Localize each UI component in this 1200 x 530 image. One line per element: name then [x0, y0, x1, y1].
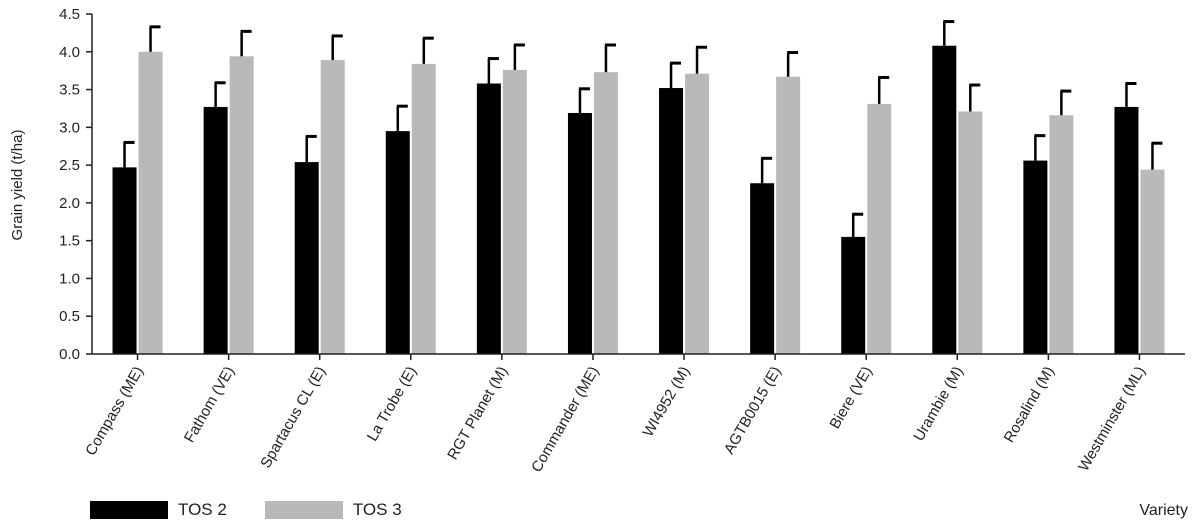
x-tick-label: RGT Planet (M): [444, 364, 511, 463]
x-tick-label: WI4952 (M): [640, 364, 694, 440]
category-group: [1023, 89, 1074, 354]
bar: [320, 60, 345, 354]
legend-label-tos3: TOS 3: [352, 500, 402, 519]
y-tick-label: 3.0: [59, 119, 80, 136]
x-tick-label: Biere (VE): [826, 363, 875, 431]
bar: [502, 69, 527, 355]
x-tick-label: Westminster (ML): [1075, 364, 1149, 475]
legend: TOS 2 TOS 3: [90, 500, 440, 520]
y-tick-label: 2.5: [59, 157, 80, 174]
y-axis: 0.0 0.5 1.0 1.5 2.0 2.5 3.0 3.5 4.0 4.5: [59, 6, 93, 363]
y-tick-label: 1.0: [59, 270, 80, 287]
x-tick-label: AGTB0015 (E): [721, 363, 785, 457]
bar: [1049, 115, 1074, 354]
legend-item-tos3: TOS 3: [264, 500, 402, 520]
category-group: [932, 20, 983, 354]
x-tick-label: Fathom (VE): [181, 364, 238, 446]
bar: [294, 162, 319, 354]
bar: [1023, 160, 1048, 354]
x-tick-label: Commander (ME): [528, 363, 602, 475]
y-tick-label: 0.0: [59, 346, 80, 363]
x-axis: Compass (ME) Fathom (VE) Spartacus CL (E) L…: [82, 353, 1185, 475]
legend-swatch-tos2: [90, 501, 168, 519]
bar: [659, 88, 684, 355]
bar: [593, 72, 618, 354]
bar: [1114, 106, 1139, 354]
y-tick-label: 4.0: [59, 44, 80, 61]
bar: [1140, 169, 1165, 354]
bar: [932, 45, 957, 354]
x-tick-label: Rosalind (M): [1001, 364, 1058, 446]
x-axis-label: Variety: [1139, 502, 1188, 519]
bar: [411, 63, 436, 354]
bar: [229, 56, 254, 355]
x-tick-label: La Trobe (E): [364, 363, 420, 444]
legend-label-tos2: TOS 2: [178, 500, 227, 519]
legend-swatch-tos3: [264, 501, 343, 519]
x-tick-label: Compass (ME): [82, 363, 147, 458]
bar: [685, 73, 710, 354]
y-tick-label: 4.5: [59, 6, 80, 23]
bar: [385, 131, 410, 354]
legend-item-tos2: TOS 2: [90, 500, 227, 520]
bar: [867, 103, 892, 355]
x-tick-label: Urambie (M): [910, 364, 966, 445]
category-group: [750, 51, 801, 354]
category-group: [203, 29, 254, 355]
category-group: [112, 25, 163, 355]
category-group: [841, 75, 892, 355]
category-group: [659, 45, 710, 355]
bar: [476, 83, 501, 354]
category-group: [1114, 82, 1165, 354]
bar: [841, 236, 866, 354]
x-tick-label: Spartacus CL (E): [257, 364, 329, 472]
bar-chart-plot: 0.0 0.5 1.0 1.5 2.0 2.5 3.0 3.5 4.0 4.5 Compass (…: [9, 6, 1185, 475]
category-group: [476, 43, 527, 355]
bar: [958, 111, 983, 354]
category-group: [294, 34, 345, 354]
y-tick-label: 0.5: [59, 308, 80, 325]
bars: [112, 20, 1165, 355]
y-tick-label: 1.5: [59, 233, 80, 250]
bar: [567, 112, 592, 354]
y-axis-label: Grain yield (t/ha): [9, 130, 26, 241]
y-tick-label: 2.0: [59, 195, 80, 212]
category-group: [385, 36, 436, 354]
bar: [138, 51, 163, 355]
bar: [112, 167, 137, 354]
y-tick-label: 3.5: [59, 82, 80, 99]
bar: [776, 76, 801, 354]
category-group: [567, 43, 618, 354]
bar: [750, 183, 775, 354]
bar: [203, 106, 228, 354]
